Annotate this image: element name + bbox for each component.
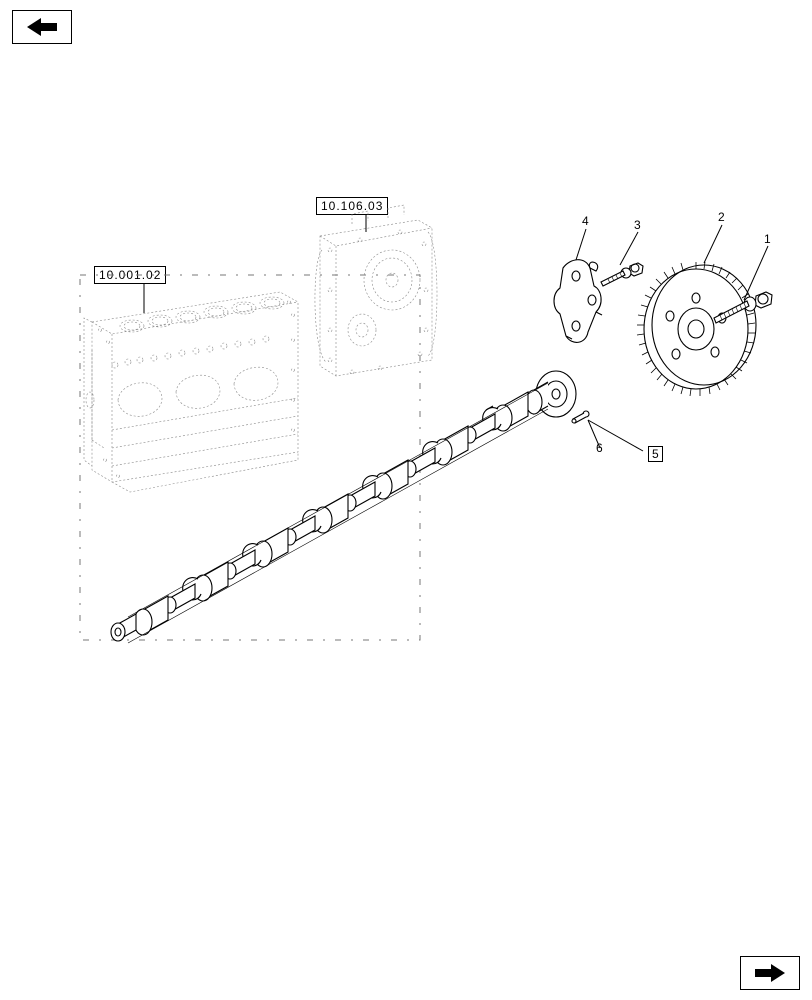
camshaft xyxy=(111,371,576,643)
exploded-view-diagram xyxy=(0,0,812,1000)
page-root: 10.001.02 10.106.03 1 2 3 4 5 6 xyxy=(0,0,812,1000)
locating-pin xyxy=(572,411,589,423)
engine-block-phantom xyxy=(84,292,298,492)
cam-gear xyxy=(637,262,756,396)
retainer-bolt xyxy=(601,263,643,286)
phantom-frame xyxy=(80,275,420,640)
gear-cover-phantom xyxy=(315,205,437,376)
retainer-plate xyxy=(554,260,602,343)
